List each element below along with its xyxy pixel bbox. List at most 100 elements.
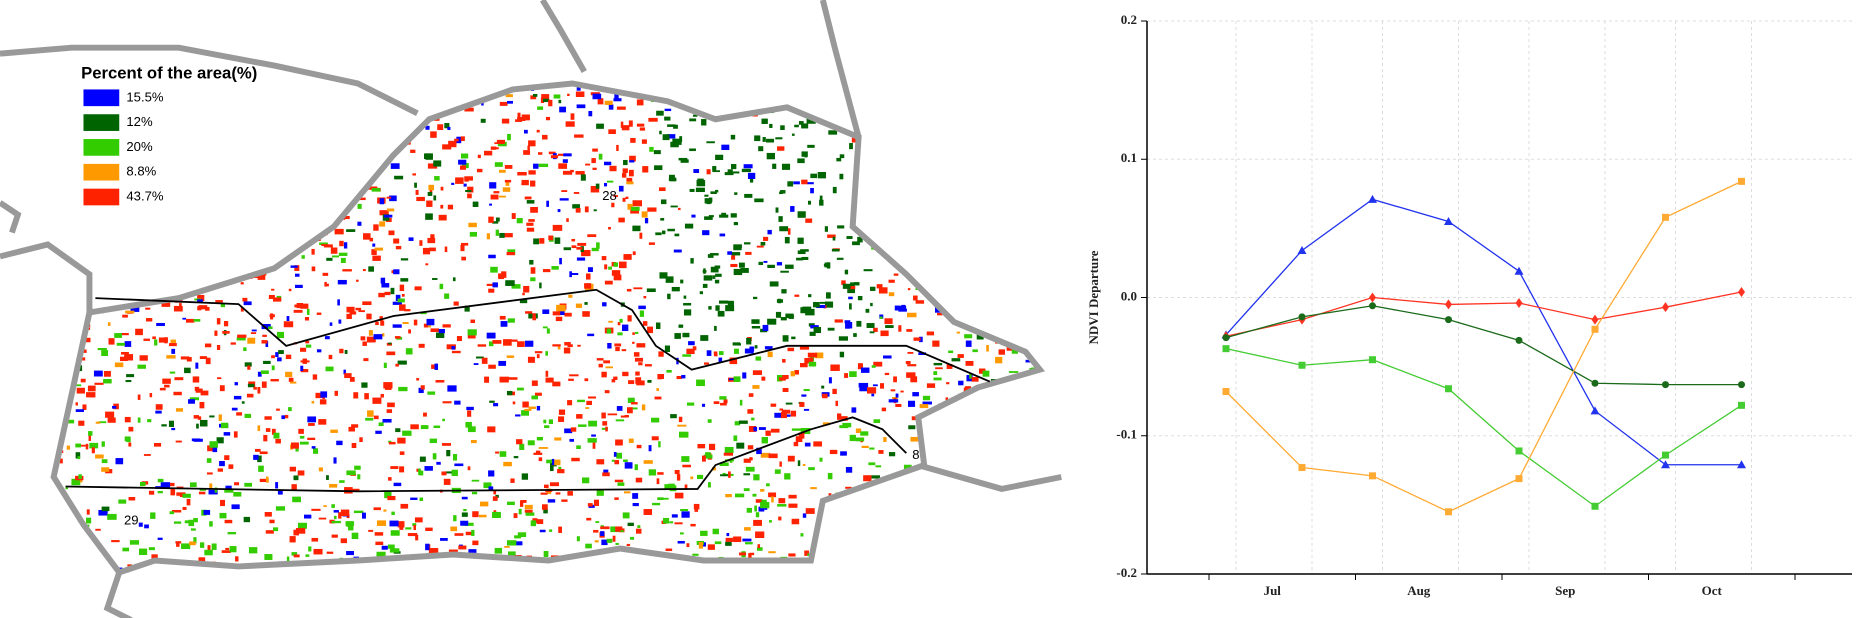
speckle <box>818 556 823 562</box>
speckle <box>1001 532 1007 537</box>
speckle <box>780 317 787 321</box>
speckle <box>725 305 735 312</box>
speckle <box>416 196 425 202</box>
speckle <box>838 336 848 341</box>
speckle <box>435 332 445 339</box>
speckle <box>808 323 815 327</box>
speckle <box>419 240 423 246</box>
speckle <box>870 302 873 307</box>
speckle <box>116 342 125 346</box>
speckle <box>139 252 143 257</box>
speckle <box>55 403 63 406</box>
speckle <box>78 535 83 539</box>
speckle <box>937 312 943 316</box>
speckle <box>744 527 751 531</box>
y-tick-label: 0.1 <box>1121 150 1137 165</box>
speckle <box>1023 124 1032 127</box>
speckle <box>591 434 596 437</box>
speckle <box>392 324 402 328</box>
speckle <box>246 219 252 223</box>
speckle <box>973 491 980 494</box>
speckle <box>567 93 570 97</box>
speckle <box>67 100 77 106</box>
speckle <box>471 83 479 88</box>
speckle <box>925 281 929 287</box>
speckle <box>944 164 955 170</box>
speckle <box>934 288 943 294</box>
marker <box>1590 406 1600 415</box>
speckle <box>643 295 647 299</box>
speckle <box>644 217 649 224</box>
speckle <box>825 292 831 299</box>
speckle <box>82 404 87 410</box>
speckle <box>868 113 873 117</box>
marker <box>1738 401 1745 409</box>
speckle <box>295 202 304 207</box>
speckle <box>189 217 199 221</box>
speckle <box>781 163 791 170</box>
speckle <box>168 234 174 238</box>
speckle <box>769 123 773 128</box>
speckle <box>130 306 140 312</box>
speckle <box>606 180 614 183</box>
speckle <box>75 279 85 282</box>
speckle <box>470 319 475 323</box>
speckle <box>174 139 182 143</box>
speckle <box>393 238 400 244</box>
speckle <box>839 351 845 358</box>
speckle <box>122 547 130 552</box>
speckle <box>524 129 528 134</box>
speckle <box>947 302 951 310</box>
speckle <box>869 331 875 334</box>
speckle <box>207 222 212 228</box>
speckle <box>839 154 845 159</box>
speckle <box>249 238 253 244</box>
speckle <box>622 371 629 377</box>
speckle <box>164 194 170 198</box>
speckle <box>499 315 506 320</box>
series-line <box>1225 305 1742 386</box>
speckle <box>244 362 252 367</box>
speckle <box>517 112 521 120</box>
speckle <box>329 322 333 326</box>
speckle <box>846 236 853 239</box>
speckle <box>503 233 513 238</box>
speckle <box>723 399 728 404</box>
speckle <box>857 566 866 571</box>
speckle <box>596 459 605 465</box>
speckle <box>423 323 429 328</box>
speckle <box>351 532 359 540</box>
speckle <box>261 340 268 344</box>
speckle <box>819 301 827 304</box>
speckle <box>216 318 221 325</box>
speckle <box>995 297 999 302</box>
speckle <box>888 546 892 551</box>
speckle <box>161 302 171 307</box>
speckle <box>808 294 812 298</box>
speckle <box>707 419 712 423</box>
speckle <box>180 356 190 360</box>
speckle <box>616 106 626 110</box>
speckle <box>937 446 947 449</box>
speckle <box>606 328 612 334</box>
speckle <box>1015 297 1019 305</box>
speckle <box>519 299 528 304</box>
speckle <box>124 416 131 423</box>
speckle <box>247 365 251 370</box>
speckle <box>348 525 354 531</box>
speckle <box>72 545 78 550</box>
speckle <box>677 424 687 427</box>
speckle <box>248 153 253 158</box>
speckle <box>78 420 85 426</box>
speckle <box>204 343 212 348</box>
speckle <box>1006 493 1012 499</box>
speckle <box>866 228 872 232</box>
speckle <box>813 570 817 573</box>
speckle <box>186 318 195 323</box>
speckle <box>767 229 772 235</box>
speckle <box>778 516 782 521</box>
speckle <box>805 85 813 92</box>
speckle <box>120 351 129 355</box>
speckle <box>257 274 266 280</box>
speckle <box>803 389 810 392</box>
